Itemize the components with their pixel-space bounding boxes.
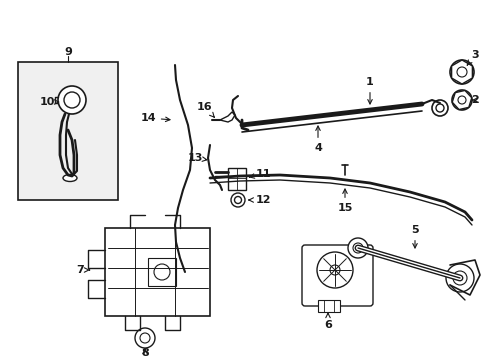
Circle shape	[64, 92, 80, 108]
Circle shape	[431, 100, 447, 116]
Circle shape	[329, 265, 339, 275]
Text: 3: 3	[466, 50, 478, 65]
Text: 2: 2	[470, 95, 478, 105]
Circle shape	[135, 328, 155, 348]
Circle shape	[451, 90, 471, 110]
Circle shape	[352, 243, 362, 253]
Ellipse shape	[63, 175, 77, 181]
Circle shape	[445, 264, 473, 292]
Circle shape	[456, 67, 466, 77]
Text: 14: 14	[140, 113, 170, 123]
Circle shape	[452, 271, 466, 285]
Text: 13: 13	[187, 153, 206, 163]
Circle shape	[435, 104, 443, 112]
Text: 11: 11	[249, 169, 270, 179]
Circle shape	[234, 197, 241, 203]
Circle shape	[230, 193, 244, 207]
Text: 12: 12	[248, 195, 270, 205]
Circle shape	[316, 252, 352, 288]
Circle shape	[58, 86, 86, 114]
Text: 8: 8	[141, 348, 148, 358]
Bar	[317, 300, 339, 312]
Text: 1: 1	[366, 77, 373, 104]
Polygon shape	[220, 112, 235, 122]
Text: 15: 15	[337, 189, 352, 213]
Circle shape	[154, 264, 170, 280]
Circle shape	[449, 60, 473, 84]
Bar	[105, 228, 209, 316]
Bar	[148, 258, 176, 286]
Text: 9: 9	[64, 47, 72, 57]
Text: 5: 5	[410, 225, 418, 248]
Text: 6: 6	[324, 313, 331, 330]
Bar	[227, 168, 245, 190]
Circle shape	[455, 66, 467, 78]
Circle shape	[347, 238, 367, 258]
Text: 4: 4	[313, 126, 321, 153]
Text: 10: 10	[39, 97, 59, 107]
Circle shape	[140, 333, 150, 343]
Bar	[18, 62, 118, 200]
Circle shape	[457, 96, 465, 104]
FancyBboxPatch shape	[302, 245, 372, 306]
Text: 16: 16	[197, 102, 214, 117]
Text: 7: 7	[76, 265, 89, 275]
